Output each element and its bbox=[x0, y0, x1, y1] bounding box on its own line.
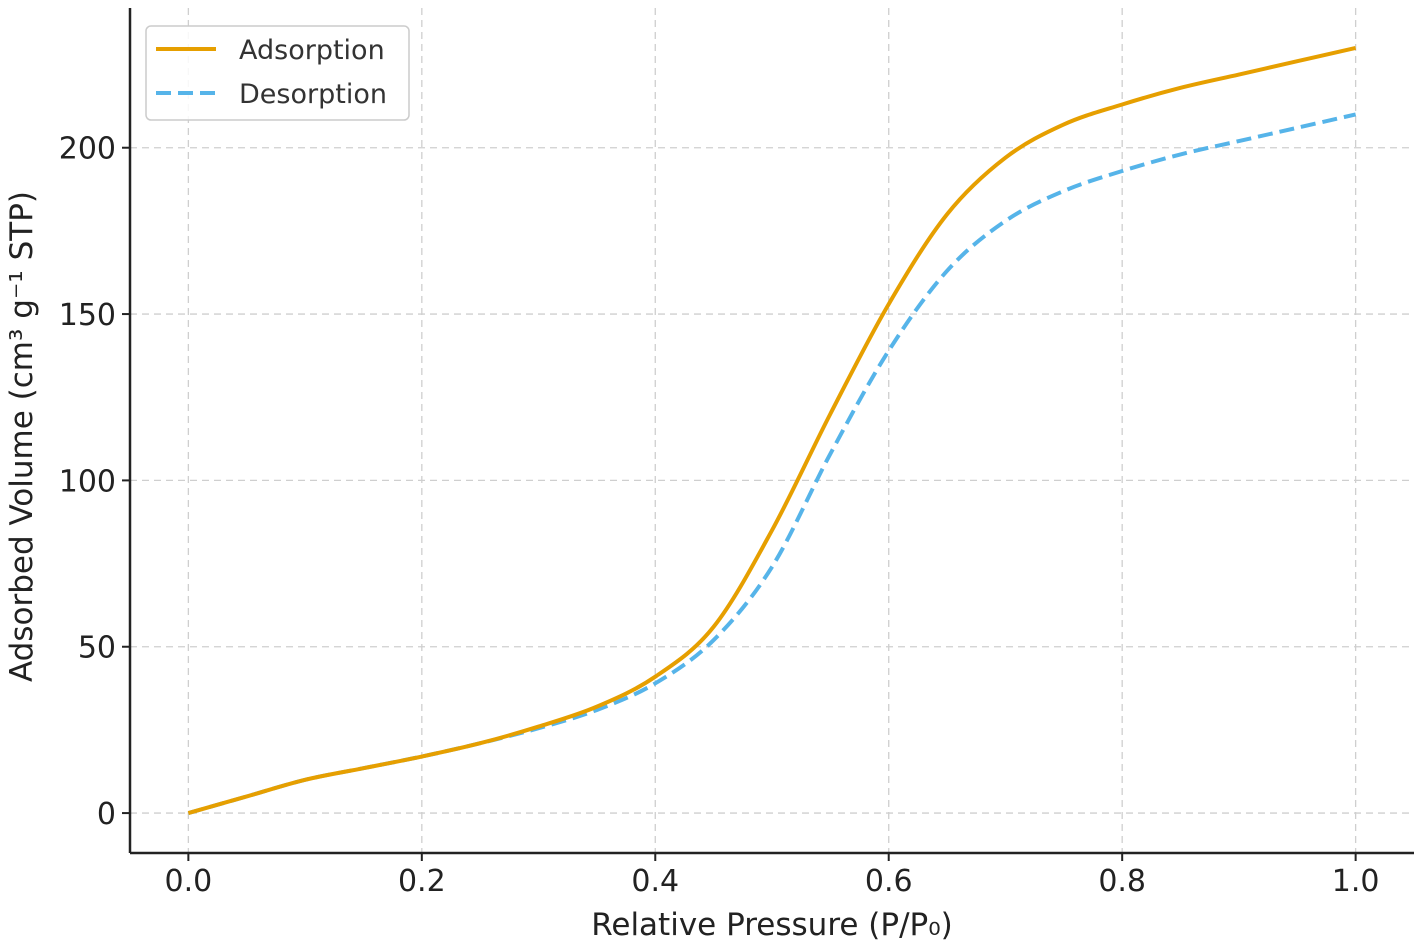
x-tick-label-3: 0.6 bbox=[865, 864, 913, 899]
y-tick-label-1: 50 bbox=[78, 631, 116, 666]
y-tick-label-0: 0 bbox=[97, 797, 116, 832]
x-tick-label-4: 0.8 bbox=[1098, 864, 1146, 899]
series-lines bbox=[187, 45, 1357, 816]
y-tick-label-3: 150 bbox=[59, 298, 116, 333]
axes bbox=[122, 8, 1414, 861]
y-tick-label-2: 100 bbox=[59, 464, 116, 499]
y-axis-title: Adsorbed Volume (cm³ g⁻¹ STP) bbox=[4, 191, 40, 682]
x-axis-title: Relative Pressure (P/P₀) bbox=[591, 907, 953, 943]
series-line-adsorption bbox=[187, 45, 1357, 816]
legend: Adsorption Desorption bbox=[145, 25, 410, 121]
x-tick-label-5: 1.0 bbox=[1332, 864, 1380, 899]
tick-labels: 0.0 0.2 0.4 0.6 0.8 1.0 0 50 100 150 200 bbox=[59, 132, 1380, 899]
x-tick-label-0: 0.0 bbox=[165, 864, 213, 899]
x-tick-label-2: 0.4 bbox=[631, 864, 679, 899]
legend-label-adsorption: Adsorption bbox=[239, 35, 385, 66]
y-tick-label-4: 200 bbox=[59, 132, 116, 167]
x-tick-label-1: 0.2 bbox=[398, 864, 446, 899]
legend-label-desorption: Desorption bbox=[239, 79, 387, 110]
